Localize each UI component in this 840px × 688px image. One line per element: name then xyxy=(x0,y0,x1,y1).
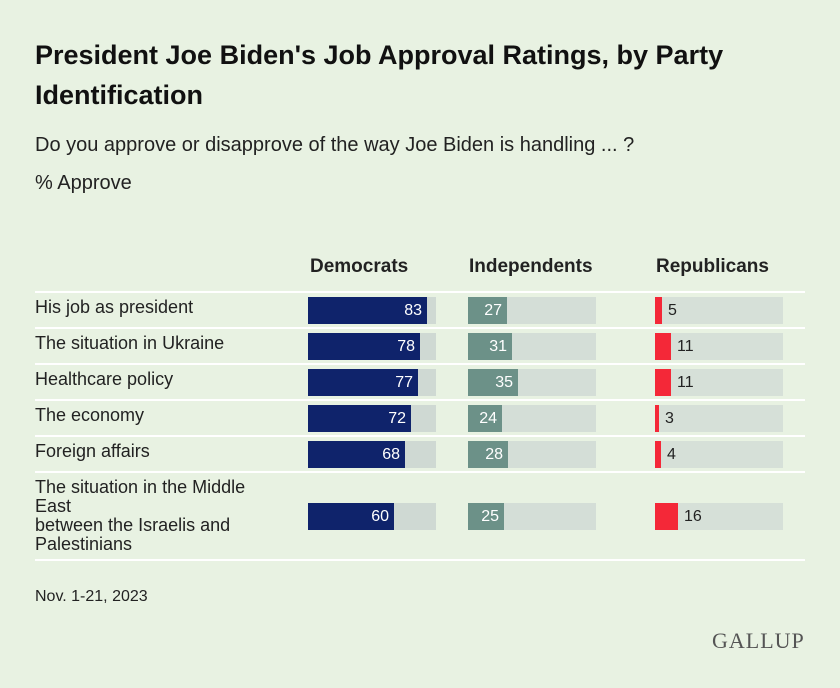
row-separator xyxy=(35,435,805,437)
category-label: The situation in Ukraine xyxy=(35,333,225,353)
bar-track-independents: 25 xyxy=(468,503,596,530)
data-label: 3 xyxy=(665,410,674,427)
bar-democrats xyxy=(308,369,418,396)
row-separator xyxy=(35,471,805,473)
unit-label: % Approve xyxy=(35,172,132,194)
category-label: The situation in the Middle East between … xyxy=(35,477,246,554)
category-label: His job as president xyxy=(35,297,194,317)
category-label: Foreign affairs xyxy=(35,441,150,461)
bar-democrats xyxy=(308,503,394,530)
bar-track-independents: 31 xyxy=(468,333,596,360)
data-label: 28 xyxy=(485,446,503,463)
bar-independents xyxy=(468,369,518,396)
data-label: 27 xyxy=(484,302,502,319)
bar-track-republicans: 11 xyxy=(655,369,783,396)
chart-title: President Joe Biden's Job Approval Ratin… xyxy=(35,40,724,110)
bar-independents xyxy=(468,441,508,468)
data-label: 31 xyxy=(489,338,507,355)
chart-subtitle: Do you approve or disapprove of the way … xyxy=(35,134,635,156)
data-label: 35 xyxy=(495,374,513,391)
data-label: 83 xyxy=(404,302,422,319)
bar-independents xyxy=(468,297,507,324)
bar-independents xyxy=(468,333,512,360)
bar-track-democrats: 78 xyxy=(308,333,436,360)
bar-independents xyxy=(468,503,504,530)
row-separator xyxy=(35,399,805,401)
data-label: 78 xyxy=(397,338,415,355)
bar-track-republicans: 16 xyxy=(655,503,783,530)
bar-democrats xyxy=(308,441,405,468)
column-header-democrats: Democrats xyxy=(310,256,409,277)
bar-track-republicans: 3 xyxy=(655,405,783,432)
category-label: Healthcare policy xyxy=(35,369,174,389)
bar-democrats xyxy=(308,297,427,324)
bar-track-republicans: 5 xyxy=(655,297,783,324)
row-separator xyxy=(35,327,805,329)
data-label: 25 xyxy=(481,508,499,525)
bar-track-democrats: 60 xyxy=(308,503,436,530)
row-separator xyxy=(35,363,805,365)
bar-democrats xyxy=(308,333,420,360)
bar-track-democrats: 68 xyxy=(308,441,436,468)
row-separator xyxy=(35,291,805,293)
data-label: 72 xyxy=(388,410,406,427)
data-label: 11 xyxy=(677,374,694,391)
date-footnote: Nov. 1-21, 2023 xyxy=(35,588,148,605)
bar-republicans xyxy=(655,369,671,396)
bar-republicans xyxy=(655,333,671,360)
bar-track-independents: 24 xyxy=(468,405,596,432)
gallup-logo: GALLUP xyxy=(712,628,805,653)
bar-track-republicans: 11 xyxy=(655,333,783,360)
column-header-independents: Independents xyxy=(469,256,593,277)
bar-republicans xyxy=(655,405,659,432)
bar-republicans xyxy=(655,297,662,324)
bar-track-democrats: 83 xyxy=(308,297,436,324)
bar-independents xyxy=(468,405,502,432)
bar-track-independents: 27 xyxy=(468,297,596,324)
bar-track-democrats: 77 xyxy=(308,369,436,396)
data-label: 16 xyxy=(684,508,702,525)
category-label: The economy xyxy=(35,405,145,425)
data-label: 60 xyxy=(371,508,389,525)
bar-track-democrats: 72 xyxy=(308,405,436,432)
data-label: 68 xyxy=(382,446,400,463)
bar-republicans xyxy=(655,503,678,530)
bar-track-independents: 28 xyxy=(468,441,596,468)
data-label: 11 xyxy=(677,338,694,355)
column-header-republicans: Republicans xyxy=(656,256,769,277)
bar-democrats xyxy=(308,405,411,432)
bar-track-republicans: 4 xyxy=(655,441,783,468)
data-label: 4 xyxy=(667,446,676,463)
data-label: 5 xyxy=(668,302,677,319)
bar-track-independents: 35 xyxy=(468,369,596,396)
row-separator xyxy=(35,559,805,561)
data-label: 24 xyxy=(479,410,497,427)
data-label: 77 xyxy=(395,374,413,391)
bar-republicans xyxy=(655,441,661,468)
